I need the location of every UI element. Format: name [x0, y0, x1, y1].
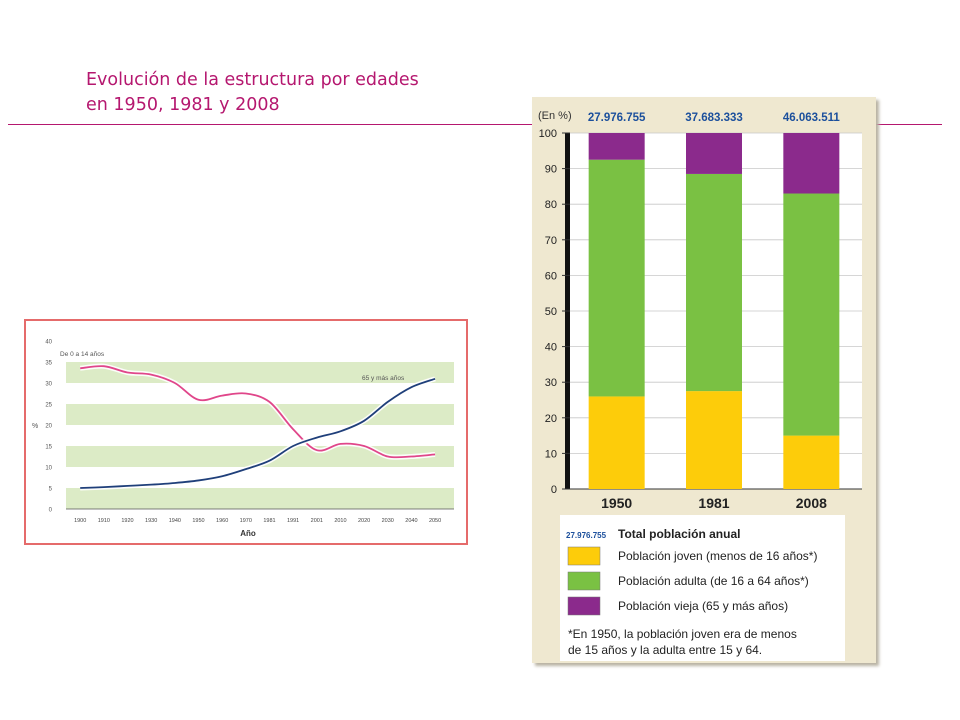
y-tick-label: 25 — [45, 403, 52, 409]
series-line-young — [80, 365, 436, 459]
bar-chart-svg: (En %) 27.976.755 37.683.333 46.063.511 0 1… — [538, 110, 862, 661]
bar-segment-1981-1 — [686, 173, 742, 392]
bar-segment-1950-0 — [588, 396, 645, 489]
legend-swatch — [567, 571, 601, 591]
slide-title-line-1: Evolución de la estructura por edades — [86, 70, 419, 90]
y-tick-label: 100 — [539, 128, 557, 140]
bar-segment-2008-0 — [783, 435, 840, 489]
legend-footnote-line-1: *En 1950, la población joven era de meno… — [568, 627, 797, 641]
y-tick-label: 90 — [545, 164, 557, 176]
y-axis-unit-label: (En %) — [538, 110, 572, 122]
y-tick-label: 0 — [551, 484, 557, 496]
title-divider-right — [876, 124, 942, 125]
bar-segment-2008-2 — [783, 133, 840, 194]
x-tick-label: 2001 — [311, 518, 323, 524]
y-tick-label: 20 — [45, 424, 52, 430]
y-tick-label: 40 — [545, 342, 557, 354]
y-tick-label: 10 — [545, 448, 557, 460]
x-tick-label: 1900 — [74, 518, 86, 524]
bar-total-label: 46.063.511 — [783, 112, 841, 124]
x-tick-label: 2020 — [358, 518, 370, 524]
y-axis-label: % — [32, 423, 38, 430]
legend-swatch — [567, 596, 601, 616]
bar-total-label: 37.683.333 — [685, 112, 743, 124]
x-tick-label: 1920 — [121, 518, 133, 524]
y-tick-label: 80 — [545, 199, 557, 211]
x-tick-label: 1991 — [287, 518, 299, 524]
population-stacked-bar-chart: (En %) 27.976.755 37.683.333 46.063.511 0 1… — [532, 97, 876, 663]
x-tick-label: 2050 — [429, 518, 441, 524]
bar-segment-1981-0 — [686, 391, 742, 489]
bar-total-label: 27.976.755 — [588, 112, 646, 124]
y-tick-label: 0 — [49, 508, 53, 514]
legend-total-label: Total población anual — [618, 527, 740, 541]
x-tick-label: 1960 — [216, 518, 228, 524]
series-label-old: 65 y más años — [362, 375, 405, 382]
title-divider — [8, 124, 532, 125]
bar-segment-2008-1 — [783, 193, 840, 436]
y-tick-label: 50 — [545, 306, 557, 318]
y-tick-label: 5 — [49, 487, 53, 493]
age-evolution-line-chart: 0 5 10 15 20 25 30 35 40 1900 1910 1920 1930 1940 195… — [24, 319, 468, 545]
y-tick-label: 30 — [545, 377, 557, 389]
x-tick-label: 1940 — [169, 518, 181, 524]
slide-title: Evolución de la estructura por edades en… — [86, 68, 526, 118]
y-tick-label: 60 — [545, 270, 557, 282]
x-tick-label: 2030 — [382, 518, 394, 524]
bar-segment-1950-1 — [588, 159, 645, 397]
legend-total-sample: 27.976.755 — [566, 531, 607, 540]
y-tick-label: 10 — [45, 466, 52, 472]
x-tick-label: 1930 — [145, 518, 157, 524]
y-tick-label: 30 — [45, 382, 52, 388]
bar-segment-1950-2 — [588, 133, 645, 160]
grid-band — [66, 488, 454, 509]
x-tick-label: 1970 — [240, 518, 252, 524]
legend-box — [560, 515, 845, 661]
legend-entry: Población vieja (65 y más años) — [618, 599, 788, 613]
x-tick-label: 1981 — [263, 518, 275, 524]
slide-title-line-2: en 1950, 1981 y 2008 — [86, 95, 280, 115]
legend-entry: Población adulta (de 16 a 64 años*) — [618, 574, 809, 588]
y-tick-label: 15 — [45, 445, 52, 451]
y-tick-label: 20 — [545, 413, 557, 425]
category-label: 1981 — [698, 495, 729, 511]
category-label: 1950 — [601, 495, 632, 511]
category-label: 2008 — [796, 495, 827, 511]
grid-band — [66, 404, 454, 425]
legend-swatch — [567, 546, 601, 566]
series-label-young: De 0 a 14 años — [60, 351, 105, 358]
series-line-old — [80, 377, 436, 489]
grid-band — [66, 446, 454, 467]
x-tick-label: 2040 — [405, 518, 417, 524]
x-axis-label: Año — [240, 529, 256, 538]
x-tick-label: 1950 — [192, 518, 204, 524]
x-tick-label: 1910 — [98, 518, 110, 524]
x-tick-label: 2010 — [334, 518, 346, 524]
bar-segment-1981-2 — [686, 133, 742, 174]
line-chart-svg: 0 5 10 15 20 25 30 35 40 1900 1910 1920 1930 1940 195… — [32, 340, 454, 538]
legend-footnote-line-2: de 15 años y la adulta entre 15 y 64. — [568, 643, 762, 657]
legend-entry: Población joven (menos de 16 años*) — [618, 549, 817, 563]
y-tick-label: 35 — [45, 361, 52, 367]
y-tick-label: 40 — [45, 340, 52, 346]
y-tick-label: 70 — [545, 235, 557, 247]
